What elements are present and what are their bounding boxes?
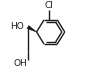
Polygon shape	[27, 25, 37, 32]
Text: OH: OH	[14, 59, 28, 68]
Text: HO: HO	[10, 22, 24, 31]
Text: Cl: Cl	[45, 1, 53, 10]
